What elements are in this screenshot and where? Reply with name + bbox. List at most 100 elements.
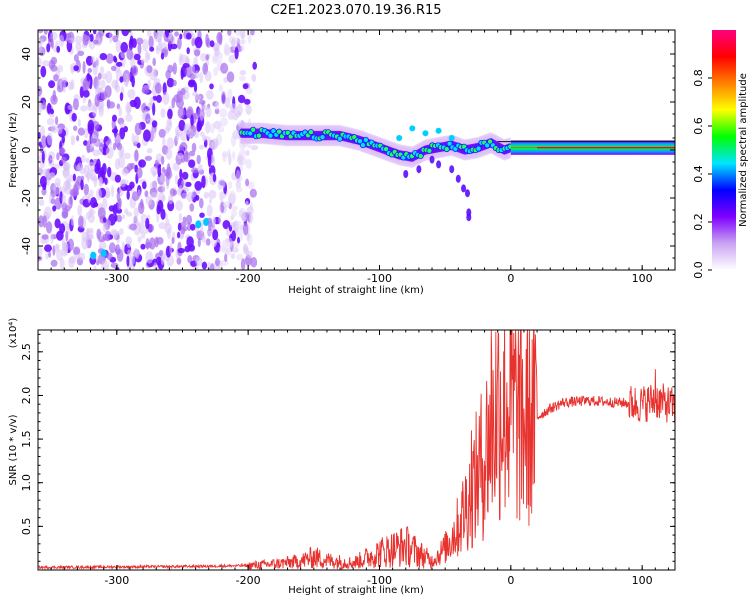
noise-speck — [80, 154, 86, 163]
noise-speck — [65, 230, 69, 242]
noise-speck — [144, 190, 149, 198]
noise-speck — [140, 58, 146, 64]
noise-speck — [195, 256, 203, 266]
noise-speck — [86, 229, 94, 239]
ridge-core — [248, 131, 253, 136]
noise-speck — [41, 150, 45, 164]
noise-speck — [85, 55, 94, 66]
noise-speck — [126, 48, 133, 60]
ridge-branch — [403, 170, 409, 178]
noise-speck — [50, 108, 54, 115]
noise-speck — [97, 207, 106, 220]
noise-speck — [226, 71, 235, 83]
noise-speck — [240, 45, 245, 52]
noise-speck-bright — [203, 218, 210, 226]
noise-speck — [162, 137, 166, 148]
noise-speck — [172, 162, 180, 171]
noise-speck — [86, 102, 95, 111]
noise-speck — [217, 126, 225, 133]
noise-speck — [60, 156, 67, 164]
noise-speck — [133, 53, 141, 61]
noise-speck — [230, 134, 237, 147]
noise-speck — [73, 246, 81, 255]
noise-speck — [189, 203, 195, 212]
noise-speck — [107, 166, 112, 178]
snr-panel: -300 -200 -100 0 100 0.5 1.0 1.5 2.0 2.5 — [20, 329, 676, 587]
noise-speck — [157, 164, 162, 178]
noise-speck — [38, 141, 42, 147]
noise-speck — [74, 180, 80, 192]
noise-speck — [195, 194, 200, 201]
noise-speck — [95, 57, 100, 68]
noise-speck — [179, 168, 183, 179]
noise-speck — [48, 151, 55, 161]
noise-speck — [238, 39, 247, 45]
noise-speck — [140, 231, 146, 239]
noise-speck — [245, 158, 252, 169]
noise-speck — [77, 50, 85, 56]
noise-speck — [166, 77, 175, 88]
noise-speck — [187, 222, 192, 232]
noise-speck — [53, 182, 62, 195]
noise-speck — [41, 187, 47, 196]
noise-speck — [178, 119, 186, 132]
top-x-tick-label: -200 — [236, 272, 261, 285]
noise-speck — [189, 223, 196, 231]
noise-speck — [180, 69, 184, 80]
noise-speck — [210, 138, 219, 150]
noise-speck — [199, 198, 204, 209]
noise-speck — [180, 226, 186, 235]
noise-speck — [146, 30, 152, 38]
ridge-core — [360, 142, 366, 148]
noise-speck — [72, 98, 79, 111]
noise-speck — [244, 98, 251, 105]
noise-speck — [250, 257, 258, 268]
noise-speck — [240, 155, 247, 166]
noise-speck — [145, 195, 153, 206]
noise-speck — [38, 85, 43, 97]
noise-speck — [113, 57, 118, 63]
bottom-x-tick-label: -100 — [367, 574, 392, 587]
noise-speck — [166, 166, 172, 180]
noise-speck — [46, 175, 50, 187]
noise-speck — [245, 200, 249, 207]
noise-speck — [231, 230, 237, 242]
noise-speck — [119, 122, 126, 128]
noise-speck — [69, 188, 78, 198]
noise-speck — [232, 150, 236, 161]
noise-speck — [209, 40, 215, 48]
noise-speck — [205, 90, 214, 100]
noise-speck — [39, 175, 48, 188]
noise-speck — [46, 132, 53, 146]
noise-speck — [56, 45, 61, 53]
noise-speck — [204, 70, 212, 82]
noise-speck — [184, 181, 192, 187]
noise-speck — [95, 255, 99, 262]
noise-speck — [40, 65, 47, 78]
noise-speck — [131, 75, 135, 88]
noise-speck — [88, 209, 96, 216]
noise-speck — [194, 49, 201, 57]
noise-speck — [191, 142, 197, 153]
noise-speck — [242, 83, 249, 90]
noise-speck — [212, 229, 219, 241]
top-x-tick-label: -300 — [104, 272, 129, 285]
noise-speck — [145, 217, 150, 230]
noise-speck — [215, 101, 219, 110]
noise-speck — [56, 127, 63, 134]
noise-speck — [119, 228, 124, 236]
noise-speck — [250, 30, 255, 36]
noise-speck — [199, 212, 205, 218]
noise-speck — [246, 250, 253, 258]
noise-speck — [197, 237, 201, 248]
noise-speck — [238, 207, 246, 218]
noise-speck — [133, 216, 139, 223]
noise-speck — [162, 82, 167, 96]
noise-speck — [221, 239, 228, 250]
noise-speck — [232, 247, 239, 253]
noise-speck — [212, 216, 216, 227]
noise-speck — [230, 253, 236, 259]
noise-speck — [135, 248, 140, 260]
noise-speck — [165, 218, 170, 226]
